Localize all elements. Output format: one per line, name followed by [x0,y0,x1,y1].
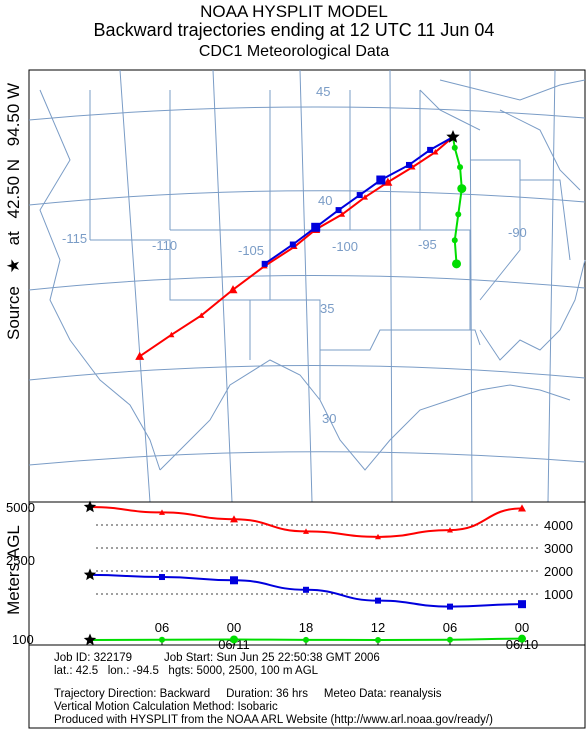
map-point-2-2 [457,164,464,171]
info-frame [28,644,586,729]
map-point-2-1 [451,144,458,151]
map-point-1-1 [427,146,434,153]
map-point-2-5 [451,237,458,244]
profile-point-0-6 [518,504,526,512]
xtick-label-1-0: 00 [227,620,241,635]
map-point-1-3 [376,175,386,185]
lat-label-30: 30 [322,411,336,426]
profile-point-2-2 [230,635,238,644]
profile-point-0-4 [375,533,381,540]
map-point-0-5 [339,211,346,217]
map-outlines [28,69,586,503]
profile-point-2-5 [447,636,453,643]
profile-start-star-icon-1 [83,568,97,581]
profile-point-1-3 [303,586,309,593]
map-point-0-11 [168,331,175,338]
xtick-label-2-0: 18 [299,620,313,635]
map-point-2-4 [455,211,462,218]
profile-y-ticks: 5000 2500 100 4000 3000 2000 1000 [6,500,573,647]
map-point-0-9 [228,285,238,294]
profile-point-2-6 [518,634,526,643]
lon-label-90: -90 [508,225,527,240]
source-star-icon [446,130,460,143]
ytick-right-2000: 2000 [544,564,573,579]
lat-label-35: 35 [320,301,334,316]
ytick-right-1000: 1000 [544,587,573,602]
map-point-0-12 [135,351,145,360]
info-direction: Trajectory Direction: Backward Duration:… [54,688,442,700]
map-point-0-4 [362,194,368,200]
lat-labels: 45 40 35 30 [316,84,336,426]
lon-label-100: -100 [332,239,358,254]
profile-point-1-1 [159,574,165,581]
map-point-0-3 [383,177,393,186]
chart-title-line2: Backward trajectories ending at 12 UTC 1… [93,20,495,40]
info-job: Job ID: 322179 Job Start: Sun Jun 25 22:… [54,652,380,664]
profile-point-1-5 [447,603,453,610]
profile-point-0-2 [230,515,238,523]
profile-point-1-6 [518,600,526,609]
ytick-left-5000: 5000 [6,500,35,515]
map-point-1-5 [335,207,342,214]
profile-point-0-3 [303,528,309,534]
ytick-right-3000: 3000 [544,541,573,556]
profile-grid [96,524,540,595]
ytick-left-100: 100 [12,632,34,647]
map-frame [28,69,586,503]
lat-label-40: 40 [318,193,332,208]
map-series-line-2 [452,136,463,264]
profile-point-2-4 [375,637,381,643]
profile-point-2-3 [303,636,309,643]
map-point-1-2 [406,161,412,168]
lon-label-115: -115 [62,231,87,246]
profile-point-2-1 [159,636,165,643]
map-point-1-4 [356,192,363,199]
xtick-label-0-0: 06 [155,620,169,635]
ytick-right-4000: 4000 [544,518,573,533]
lon-label-95: -95 [418,237,437,252]
profile-point-0-5 [447,527,453,533]
map-trajectories [135,130,467,360]
lon-label-105: -105 [238,243,264,258]
info-location: lat.: 42.5 lon.: -94.5 hgts: 5000, 2500,… [54,665,319,677]
ytick-left-2500: 2500 [6,553,35,568]
map-point-0-2 [409,164,416,170]
map-point-1-6 [311,222,321,232]
map-point-0-10 [198,312,205,318]
map-point-1-7 [289,241,296,248]
xtick-label-4-0: 06 [443,620,457,635]
profile-trajectories [83,500,526,646]
xtick-label-5-0: 00 [515,620,529,635]
map-series-line-0 [139,136,454,358]
info-vertical-method: Vertical Motion Calculation Method: Isob… [54,701,278,713]
profile-point-1-4 [375,597,381,604]
map-point-2-6 [452,259,462,269]
chart-title-line3: CDC1 Meteorological Data [198,43,390,60]
lon-label-110: -110 [152,238,177,253]
xtick-label-3-0: 12 [371,620,385,635]
info-produced: Produced with HYSPLIT from the NOAA ARL … [54,714,493,726]
profile-point-0-1 [159,509,165,515]
profile-point-1-2 [230,576,238,585]
map-point-2-3 [457,184,467,194]
lat-label-45: 45 [316,84,330,99]
chart-title-line1: NOAA HYSPLIT MODEL [200,2,388,21]
profile-start-star-icon-2 [83,633,97,646]
lon-labels: -115 -110 -105 -100 -95 -90 [62,225,527,258]
profile-start-star-icon-0 [83,500,97,513]
map-point-1-8 [261,260,268,267]
map-point-0-1 [432,149,439,155]
